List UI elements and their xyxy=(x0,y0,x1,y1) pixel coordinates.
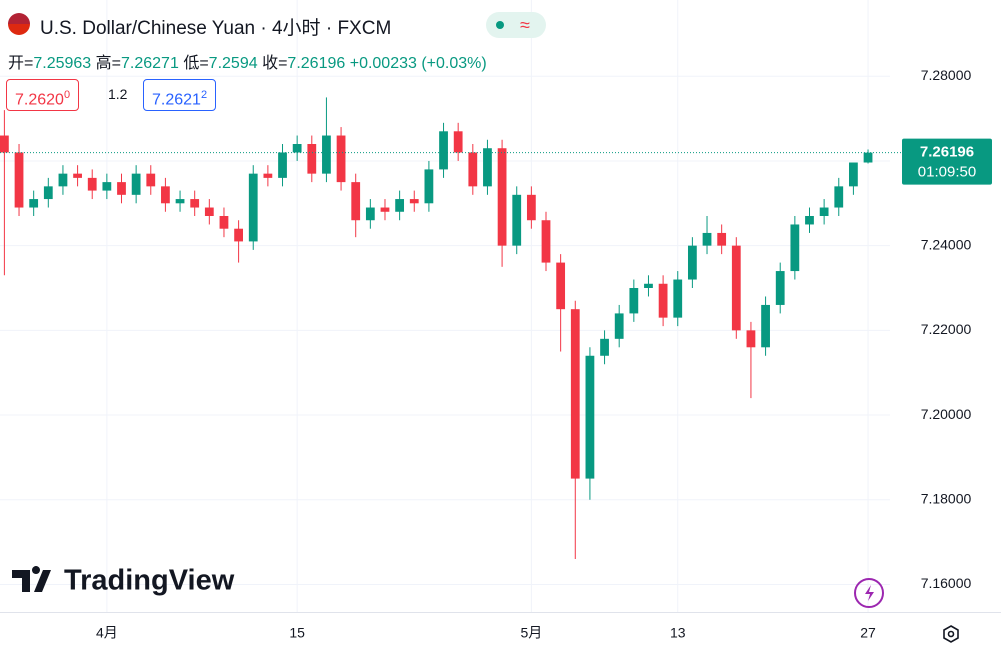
y-tick-label: 7.20000 xyxy=(921,406,972,422)
candle-body xyxy=(790,224,800,272)
candle-body xyxy=(204,207,214,216)
y-tick-label: 7.24000 xyxy=(921,236,972,252)
x-tick-label: 5月 xyxy=(520,625,542,641)
candle-body xyxy=(278,152,287,178)
candle-body xyxy=(87,177,97,191)
candle-body xyxy=(453,131,463,153)
candle-body xyxy=(248,173,258,242)
candle-body xyxy=(629,288,639,314)
candle-body xyxy=(263,173,273,178)
candle-body xyxy=(746,330,756,348)
candle-body xyxy=(717,232,727,246)
last-price-label: 7.26196 xyxy=(920,144,974,161)
logo-text: TradingView xyxy=(64,565,235,597)
candle-body xyxy=(424,169,434,204)
candle-body xyxy=(395,199,405,212)
candle-body xyxy=(614,313,624,339)
candle-body xyxy=(409,199,419,204)
candle-body xyxy=(219,216,229,229)
y-tick-label: 7.22000 xyxy=(921,321,972,337)
settings-icon xyxy=(947,630,955,638)
x-tick-label: 13 xyxy=(670,625,686,641)
x-tick-label: 27 xyxy=(860,625,876,641)
candle-body xyxy=(512,194,522,246)
candle-body xyxy=(702,232,712,246)
candle-body xyxy=(351,182,361,221)
candle-body xyxy=(117,182,126,195)
y-tick-label: 7.16000 xyxy=(921,575,972,591)
candle-body xyxy=(58,173,68,187)
last-price-box xyxy=(902,138,992,185)
candle-body xyxy=(541,220,551,263)
candle-body xyxy=(73,173,82,178)
candle-body xyxy=(234,228,243,242)
candle-body xyxy=(761,304,770,348)
candle-body xyxy=(775,271,785,305)
countdown: 01:09:50 xyxy=(918,164,976,181)
logo: TradingView xyxy=(12,565,235,597)
candle-body xyxy=(175,199,185,204)
candle-body xyxy=(322,135,331,174)
candle-body xyxy=(483,148,492,187)
candle-body xyxy=(380,207,390,212)
candle-body xyxy=(556,262,566,310)
x-tick-label: 4月 xyxy=(96,625,118,641)
candle-body xyxy=(644,283,653,288)
candle-body xyxy=(658,283,668,318)
y-tick-label: 7.28000 xyxy=(921,67,972,83)
candle-body xyxy=(146,173,156,187)
settings-button[interactable] xyxy=(943,625,959,643)
candle-body xyxy=(102,182,112,191)
candle-body xyxy=(570,309,580,479)
candle-body xyxy=(731,245,741,331)
candle-body xyxy=(687,245,697,280)
candle-body xyxy=(365,207,375,221)
y-tick-label: 7.18000 xyxy=(921,490,972,506)
candle-body xyxy=(585,355,595,479)
candle-body xyxy=(43,186,53,200)
candle-body xyxy=(468,152,478,187)
flash-button[interactable] xyxy=(854,578,884,608)
candle-body xyxy=(439,131,448,170)
candle-body xyxy=(307,144,317,174)
candle-body xyxy=(673,279,683,318)
candle-body xyxy=(600,338,609,356)
candle-body xyxy=(0,135,9,153)
candle-body xyxy=(497,148,507,246)
candle-body xyxy=(29,199,39,208)
candle-body xyxy=(805,216,814,225)
candle-body xyxy=(292,144,302,153)
candle-body xyxy=(161,186,170,204)
flash-icon xyxy=(865,585,874,601)
candle-body xyxy=(526,194,536,221)
candle-body xyxy=(819,207,829,216)
x-tick-label: 15 xyxy=(289,625,305,641)
candle-body xyxy=(14,152,24,208)
candle-body xyxy=(190,199,200,208)
candle-body xyxy=(834,186,844,208)
candle-body xyxy=(849,162,858,187)
candle-body xyxy=(131,173,141,195)
candle-body xyxy=(336,135,346,183)
candle-body xyxy=(863,152,873,163)
